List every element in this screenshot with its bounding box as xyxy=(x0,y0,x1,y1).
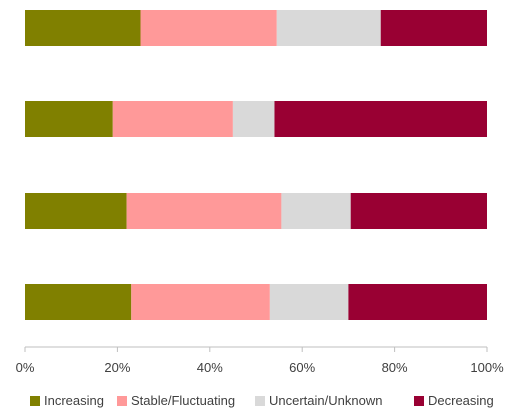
bar-segment-1-uncertain-unknown xyxy=(276,10,381,46)
legend-label-uncertain-unknown: Uncertain/Unknown xyxy=(269,393,382,408)
x-tick-label: 100% xyxy=(470,360,504,375)
legend-swatch-stable-fluctuating xyxy=(117,396,127,406)
bar-segment-4-uncertain-unknown xyxy=(269,284,349,320)
x-tick-label: 20% xyxy=(104,360,130,375)
legend-label-stable-fluctuating: Stable/Fluctuating xyxy=(131,393,235,408)
bar-segment-4-decreasing xyxy=(348,284,487,320)
legend-label-increasing: Increasing xyxy=(44,393,104,408)
bars-layer xyxy=(25,10,487,320)
bar-segment-3-decreasing xyxy=(350,193,487,229)
x-axis: 0% 20% 40% 60% 80% 100% xyxy=(16,346,504,375)
bar-segment-2-uncertain-unknown xyxy=(232,101,275,137)
bar-segment-1-decreasing xyxy=(380,10,487,46)
bar-segment-3-stable-fluctuating xyxy=(126,193,282,229)
bar-segment-1-stable-fluctuating xyxy=(140,10,277,46)
bar-segment-2-stable-fluctuating xyxy=(112,101,233,137)
x-tick-label: 40% xyxy=(197,360,223,375)
legend: Increasing Stable/Fluctuating Uncertain/Un… xyxy=(30,393,494,408)
x-tick-label: 80% xyxy=(382,360,408,375)
bar-segment-1-increasing xyxy=(25,10,141,46)
bar-segment-2-decreasing xyxy=(274,101,487,137)
x-tick-label: 60% xyxy=(289,360,315,375)
legend-swatch-decreasing xyxy=(414,396,424,406)
x-tick-label: 0% xyxy=(16,360,35,375)
legend-swatch-increasing xyxy=(30,396,40,406)
bar-segment-3-uncertain-unknown xyxy=(281,193,351,229)
legend-label-decreasing: Decreasing xyxy=(428,393,494,408)
bar-segment-2-increasing xyxy=(25,101,113,137)
bar-segment-3-increasing xyxy=(25,193,127,229)
legend-swatch-uncertain-unknown xyxy=(255,396,265,406)
bar-segment-4-increasing xyxy=(25,284,132,320)
bar-segment-4-stable-fluctuating xyxy=(131,284,270,320)
